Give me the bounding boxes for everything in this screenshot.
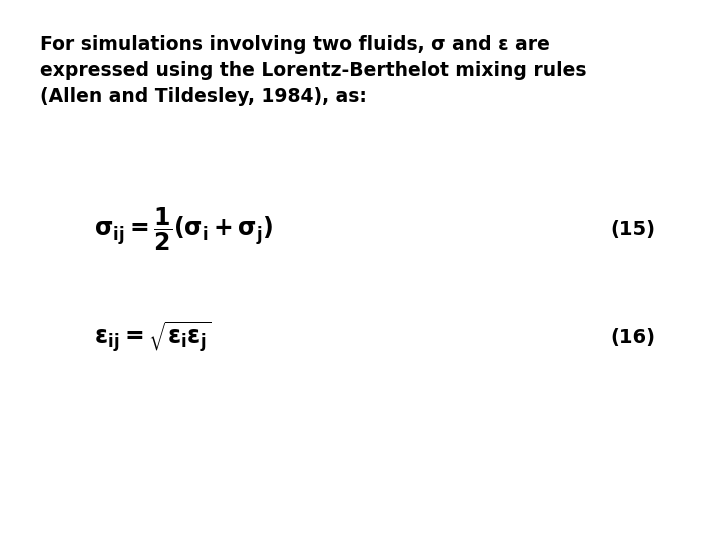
Text: $\mathbf{\sigma_{ij} = \dfrac{1}{2}(\sigma_i + \sigma_j)}$: $\mathbf{\sigma_{ij} = \dfrac{1}{2}(\sig… bbox=[94, 206, 274, 253]
Text: (16): (16) bbox=[611, 328, 655, 347]
Text: For simulations involving two fluids, σ and ε are
expressed using the Lorentz-Be: For simulations involving two fluids, σ … bbox=[40, 35, 586, 106]
Text: (15): (15) bbox=[611, 220, 655, 239]
Text: $\mathbf{\varepsilon_{ij} = \sqrt{\varepsilon_i \varepsilon_j}}$: $\mathbf{\varepsilon_{ij} = \sqrt{\varep… bbox=[94, 320, 211, 355]
